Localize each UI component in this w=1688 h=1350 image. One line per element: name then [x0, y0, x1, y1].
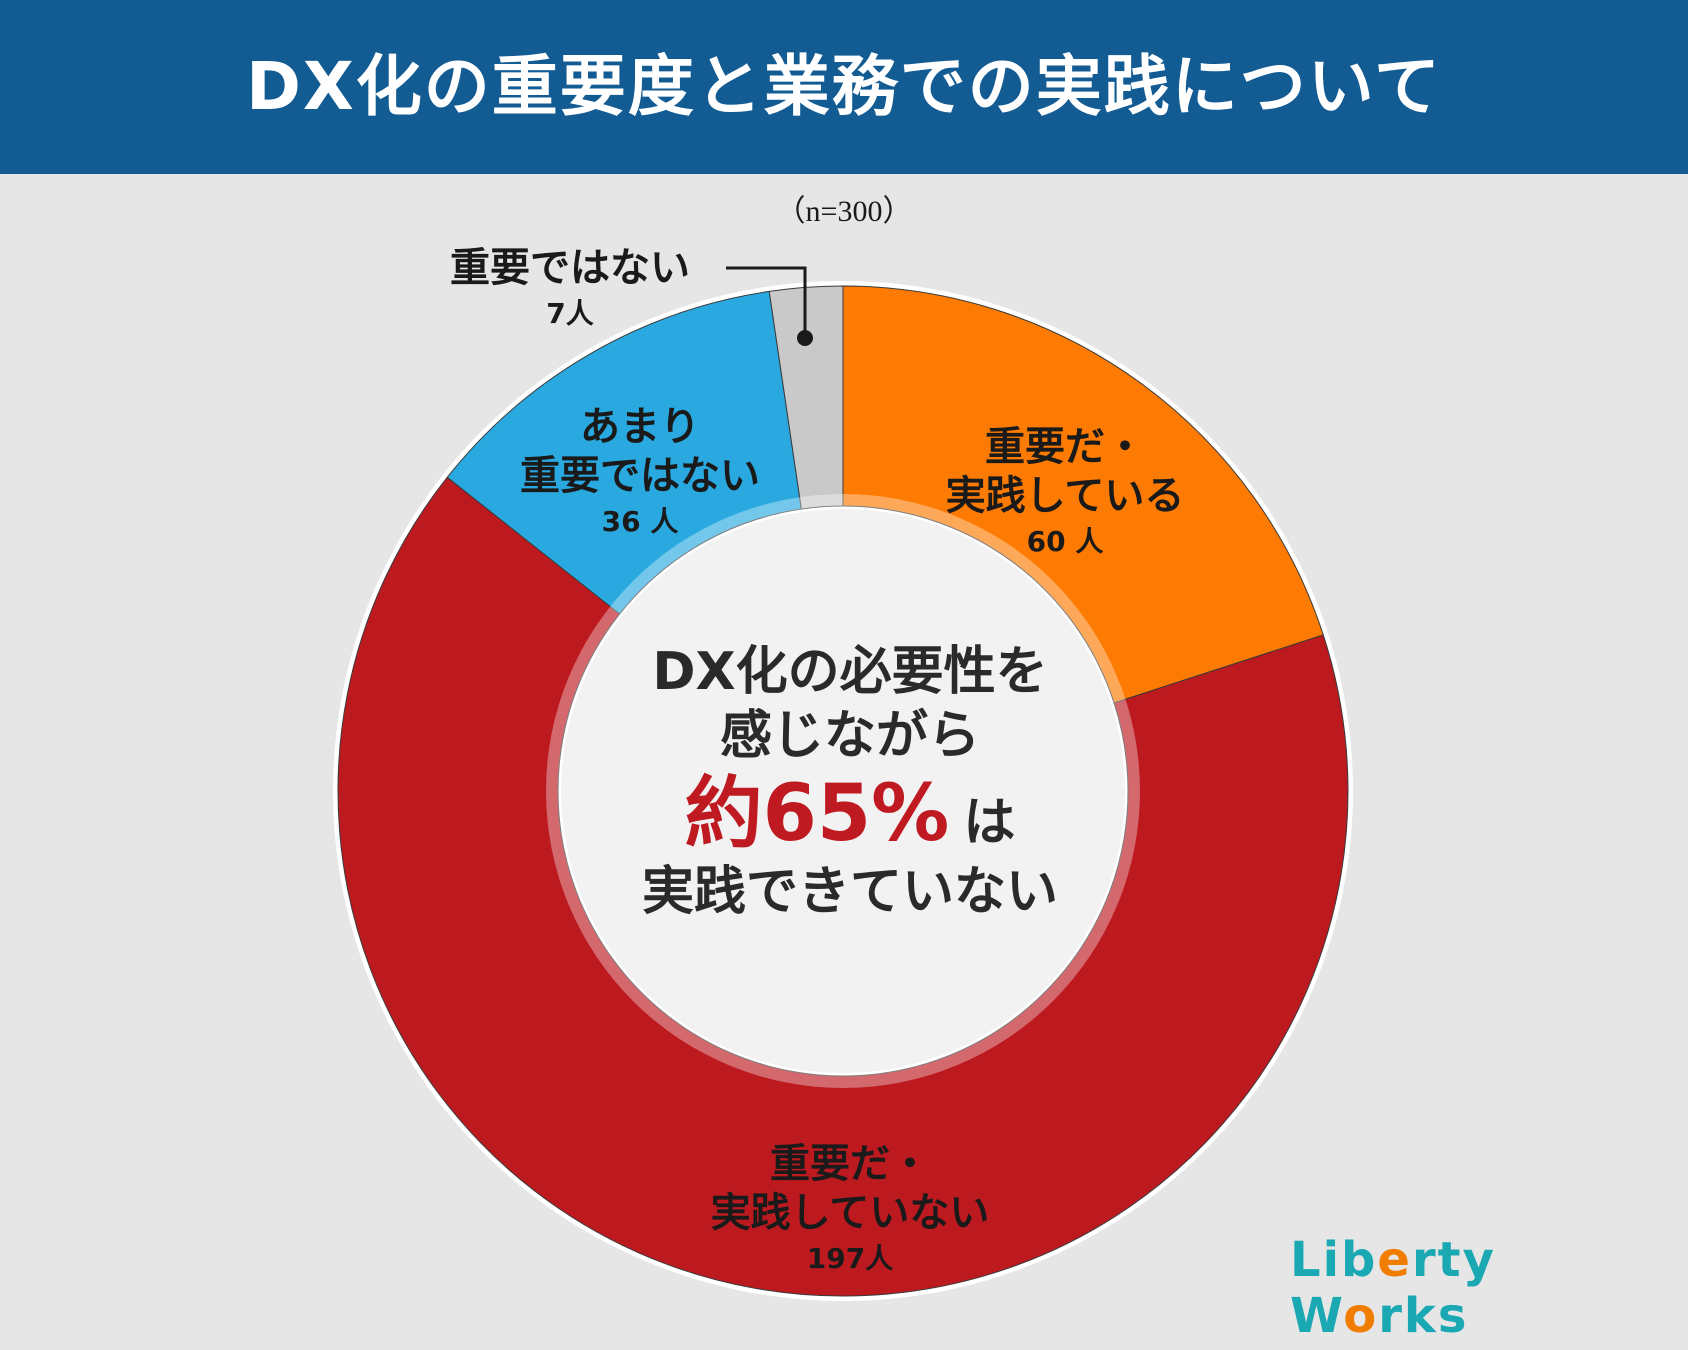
- center-percentage: 約65%: [684, 769, 950, 859]
- center-particle: は: [963, 793, 1016, 853]
- center-line-3: 約65% は: [560, 768, 1140, 860]
- label-not-important-count: 7人: [546, 296, 594, 330]
- slice-practicing: [842, 285, 1324, 704]
- label-not-practicing-count: 197人: [806, 1241, 894, 1275]
- sample-size: （n=300）: [775, 195, 913, 228]
- label-not-very-important-count: 36 人: [601, 504, 679, 538]
- label-not-very-important-name: あまり 重要ではない: [520, 404, 760, 499]
- slice-not-practicing: [337, 476, 1349, 1297]
- slice-not-important: [768, 285, 844, 510]
- liberty-works-logo: Liberty Works: [1290, 1232, 1688, 1344]
- center-line-4: 実践できていない: [641, 862, 1058, 922]
- label-not-important: 重要ではない 7人: [420, 244, 720, 331]
- logo-part-1: Lib: [1290, 1232, 1378, 1288]
- title-banner: DX化の重要度と業務での実践について: [0, 0, 1688, 174]
- leader-dot: [797, 330, 813, 346]
- label-not-important-name: 重要ではない: [450, 245, 690, 291]
- label-not-practicing-name: 重要だ・ 実践していない: [710, 1141, 990, 1236]
- center-line-1: DX化の必要性を: [652, 642, 1048, 702]
- center-message: DX化の必要性を 感じながら 約65% は 実践できていない: [560, 640, 1140, 924]
- label-not-very-important: あまり 重要ではない 36 人: [470, 403, 810, 539]
- logo-part-2: e: [1377, 1232, 1412, 1288]
- label-not-practicing: 重要だ・ 実践していない 197人: [660, 1140, 1040, 1276]
- logo-part-5: rks: [1378, 1288, 1469, 1344]
- center-line-2: 感じながら: [719, 706, 980, 766]
- leader-line: [726, 266, 807, 338]
- logo-part-4: o: [1343, 1288, 1379, 1344]
- logo-part-3: rty W: [1290, 1232, 1496, 1344]
- label-practicing-count: 60 人: [1026, 524, 1104, 558]
- slice-not-very-important: [446, 290, 802, 615]
- label-practicing: 重要だ・ 実践している 60 人: [900, 423, 1230, 559]
- chart-title: DX化の重要度と業務での実践について: [246, 48, 1442, 125]
- label-practicing-name: 重要だ・ 実践している: [945, 424, 1185, 519]
- center-disc: [561, 509, 1125, 1073]
